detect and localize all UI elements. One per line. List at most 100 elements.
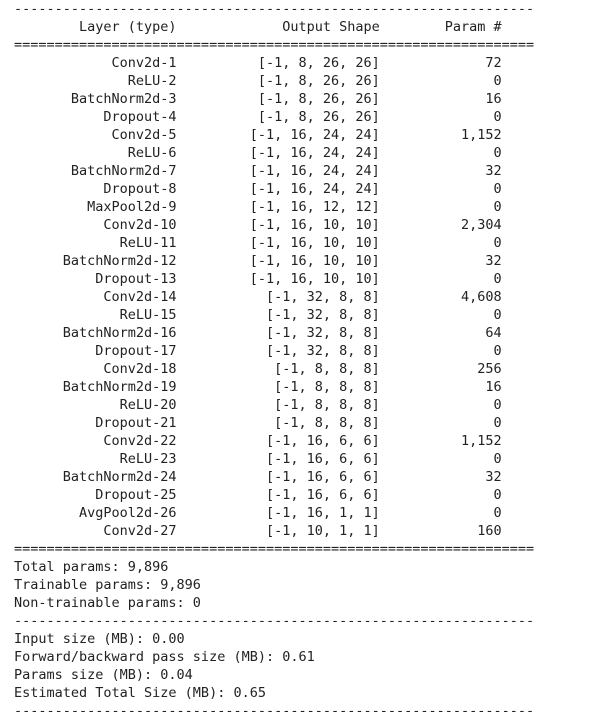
table-row: BatchNorm2d-16 [-1, 32, 8, 8] 64 bbox=[14, 324, 534, 342]
output-shape: [-1, 16, 10, 10] bbox=[176, 253, 380, 269]
layer-name: ReLU-11 bbox=[14, 235, 177, 251]
output-shape: [-1, 16, 1, 1] bbox=[176, 505, 380, 521]
header-param: Param # bbox=[379, 19, 502, 35]
param-count: 0 bbox=[379, 271, 502, 287]
layer-name: AvgPool2d-26 bbox=[14, 505, 177, 521]
separator-bottom: ----------------------------------------… bbox=[14, 703, 535, 719]
output-shape: [-1, 16, 6, 6] bbox=[176, 487, 380, 503]
output-shape: [-1, 16, 24, 24] bbox=[176, 163, 380, 179]
table-row: Conv2d-5 [-1, 16, 24, 24] 1,152 bbox=[14, 126, 534, 144]
layer-name: Dropout-21 bbox=[14, 415, 177, 431]
layer-name: Conv2d-5 bbox=[14, 127, 177, 143]
output-shape: [-1, 16, 10, 10] bbox=[176, 235, 380, 251]
param-count: 0 bbox=[379, 235, 502, 251]
param-count: 32 bbox=[379, 163, 502, 179]
output-shape: [-1, 32, 8, 8] bbox=[176, 307, 380, 323]
param-count: 16 bbox=[379, 379, 502, 395]
output-shape: [-1, 8, 8, 8] bbox=[176, 397, 380, 413]
param-count: 32 bbox=[379, 469, 502, 485]
separator-totals: ----------------------------------------… bbox=[14, 613, 535, 629]
param-count: 256 bbox=[379, 361, 502, 377]
param-count: 0 bbox=[379, 505, 502, 521]
output-shape: [-1, 8, 26, 26] bbox=[176, 109, 380, 125]
output-shape: [-1, 16, 6, 6] bbox=[176, 433, 380, 449]
output-shape: [-1, 16, 6, 6] bbox=[176, 469, 380, 485]
layer-rows: Conv2d-1 [-1, 8, 26, 26] 72 ReLU-2 [-1, … bbox=[14, 54, 534, 540]
separator-header: ========================================… bbox=[14, 37, 535, 53]
param-count: 0 bbox=[379, 343, 502, 359]
layer-name: Dropout-4 bbox=[14, 109, 177, 125]
output-shape: [-1, 8, 8, 8] bbox=[176, 415, 380, 431]
table-row: Conv2d-22 [-1, 16, 6, 6] 1,152 bbox=[14, 432, 534, 450]
layer-name: ReLU-23 bbox=[14, 451, 177, 467]
separator-table-end: ========================================… bbox=[14, 541, 535, 557]
separator-top: ----------------------------------------… bbox=[14, 1, 535, 17]
table-header: Layer (type) Output Shape Param # bbox=[14, 18, 534, 36]
forward-backward-size: Forward/backward pass size (MB): 0.61 bbox=[14, 649, 315, 665]
layer-name: Conv2d-1 bbox=[14, 55, 177, 71]
table-row: ReLU-6 [-1, 16, 24, 24] 0 bbox=[14, 144, 534, 162]
layer-name: Conv2d-18 bbox=[14, 361, 177, 377]
layer-name: BatchNorm2d-12 bbox=[14, 253, 177, 269]
table-row: Conv2d-18 [-1, 8, 8, 8] 256 bbox=[14, 360, 534, 378]
param-count: 32 bbox=[379, 253, 502, 269]
param-count: 0 bbox=[379, 181, 502, 197]
param-count: 2,304 bbox=[379, 217, 502, 233]
param-count: 1,152 bbox=[379, 433, 502, 449]
output-shape: [-1, 16, 6, 6] bbox=[176, 451, 380, 467]
output-shape: [-1, 16, 10, 10] bbox=[176, 217, 380, 233]
layer-name: Conv2d-14 bbox=[14, 289, 177, 305]
layer-name: ReLU-15 bbox=[14, 307, 177, 323]
layer-name: Dropout-25 bbox=[14, 487, 177, 503]
layer-name: ReLU-6 bbox=[14, 145, 177, 161]
param-count: 0 bbox=[379, 307, 502, 323]
param-count: 160 bbox=[379, 523, 502, 539]
params-size: Params size (MB): 0.04 bbox=[14, 667, 193, 683]
layer-name: Conv2d-10 bbox=[14, 217, 177, 233]
output-shape: [-1, 16, 24, 24] bbox=[176, 145, 380, 161]
table-row: ReLU-20 [-1, 8, 8, 8] 0 bbox=[14, 396, 534, 414]
layer-name: ReLU-2 bbox=[14, 73, 177, 89]
layer-name: Conv2d-27 bbox=[14, 523, 177, 539]
layer-name: Dropout-8 bbox=[14, 181, 177, 197]
layer-name: Dropout-17 bbox=[14, 343, 177, 359]
layer-name: ReLU-20 bbox=[14, 397, 177, 413]
param-count: 0 bbox=[379, 451, 502, 467]
layer-name: Conv2d-22 bbox=[14, 433, 177, 449]
table-row: Dropout-21 [-1, 8, 8, 8] 0 bbox=[14, 414, 534, 432]
output-shape: [-1, 16, 24, 24] bbox=[176, 181, 380, 197]
table-row: ReLU-11 [-1, 16, 10, 10] 0 bbox=[14, 234, 534, 252]
table-row: ReLU-2 [-1, 8, 26, 26] 0 bbox=[14, 72, 534, 90]
layer-name: BatchNorm2d-7 bbox=[14, 163, 177, 179]
table-row: BatchNorm2d-24 [-1, 16, 6, 6] 32 bbox=[14, 468, 534, 486]
param-count: 0 bbox=[379, 415, 502, 431]
output-shape: [-1, 32, 8, 8] bbox=[176, 325, 380, 341]
param-count: 0 bbox=[379, 145, 502, 161]
table-row: ReLU-15 [-1, 32, 8, 8] 0 bbox=[14, 306, 534, 324]
output-shape: [-1, 8, 26, 26] bbox=[176, 91, 380, 107]
header-output-shape: Output Shape bbox=[176, 19, 380, 35]
layer-name: BatchNorm2d-19 bbox=[14, 379, 177, 395]
trainable-params: Trainable params: 9,896 bbox=[14, 577, 201, 593]
header-layer: Layer (type) bbox=[14, 19, 177, 35]
estimated-total-size: Estimated Total Size (MB): 0.65 bbox=[14, 685, 266, 701]
output-shape: [-1, 8, 26, 26] bbox=[176, 55, 380, 71]
table-row: Conv2d-27 [-1, 10, 1, 1] 160 bbox=[14, 522, 534, 540]
table-row: BatchNorm2d-12 [-1, 16, 10, 10] 32 bbox=[14, 252, 534, 270]
table-row: Dropout-4 [-1, 8, 26, 26] 0 bbox=[14, 108, 534, 126]
param-count: 0 bbox=[379, 199, 502, 215]
table-row: Conv2d-1 [-1, 8, 26, 26] 72 bbox=[14, 54, 534, 72]
param-count: 0 bbox=[379, 487, 502, 503]
table-row: Dropout-17 [-1, 32, 8, 8] 0 bbox=[14, 342, 534, 360]
table-row: Conv2d-10 [-1, 16, 10, 10] 2,304 bbox=[14, 216, 534, 234]
param-count: 64 bbox=[379, 325, 502, 341]
param-count: 0 bbox=[379, 397, 502, 413]
table-row: BatchNorm2d-3 [-1, 8, 26, 26] 16 bbox=[14, 90, 534, 108]
output-shape: [-1, 16, 10, 10] bbox=[176, 271, 380, 287]
output-shape: [-1, 32, 8, 8] bbox=[176, 343, 380, 359]
layer-name: Dropout-13 bbox=[14, 271, 177, 287]
param-count: 0 bbox=[379, 73, 502, 89]
table-row: BatchNorm2d-19 [-1, 8, 8, 8] 16 bbox=[14, 378, 534, 396]
output-shape: [-1, 10, 1, 1] bbox=[176, 523, 380, 539]
output-shape: [-1, 8, 8, 8] bbox=[176, 361, 380, 377]
